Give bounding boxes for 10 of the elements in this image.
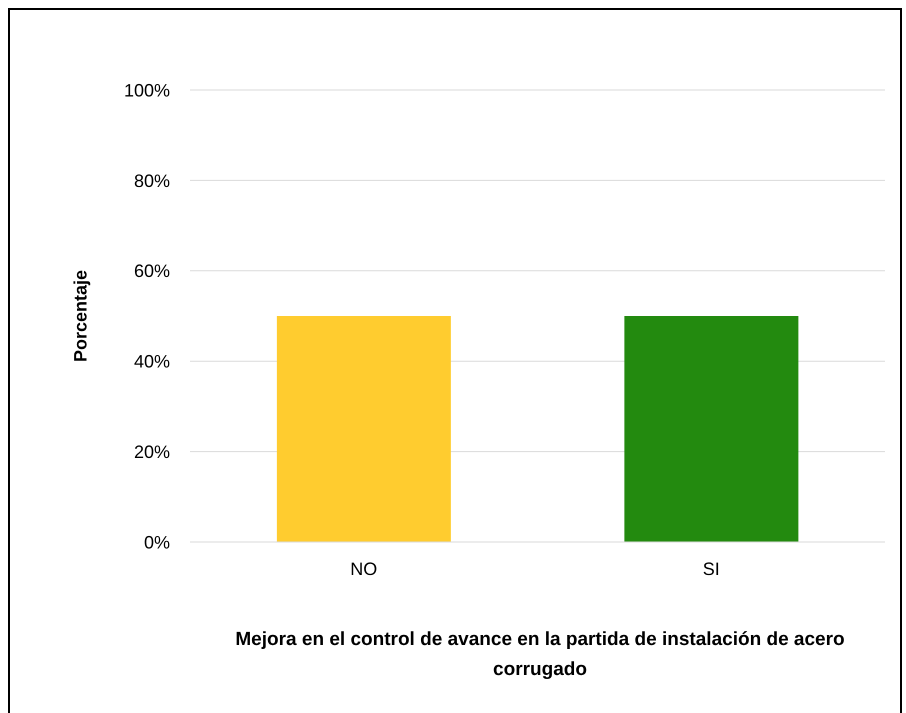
- x-tick-label: NO: [350, 558, 378, 579]
- x-tick-label: SI: [702, 558, 720, 579]
- y-tick-label: 100%: [124, 80, 170, 100]
- y-tick-label: 60%: [134, 261, 170, 282]
- y-tick-label: 80%: [134, 170, 170, 191]
- x-axis-title: Mejora en el control de avance en la partida de instalación de acero corrugado: [234, 628, 846, 682]
- y-tick-label: 40%: [134, 352, 170, 372]
- y-axis-title: Porcentaje: [70, 270, 90, 362]
- y-tick-label: 20%: [134, 442, 170, 462]
- y-tick-label: 0%: [144, 532, 170, 552]
